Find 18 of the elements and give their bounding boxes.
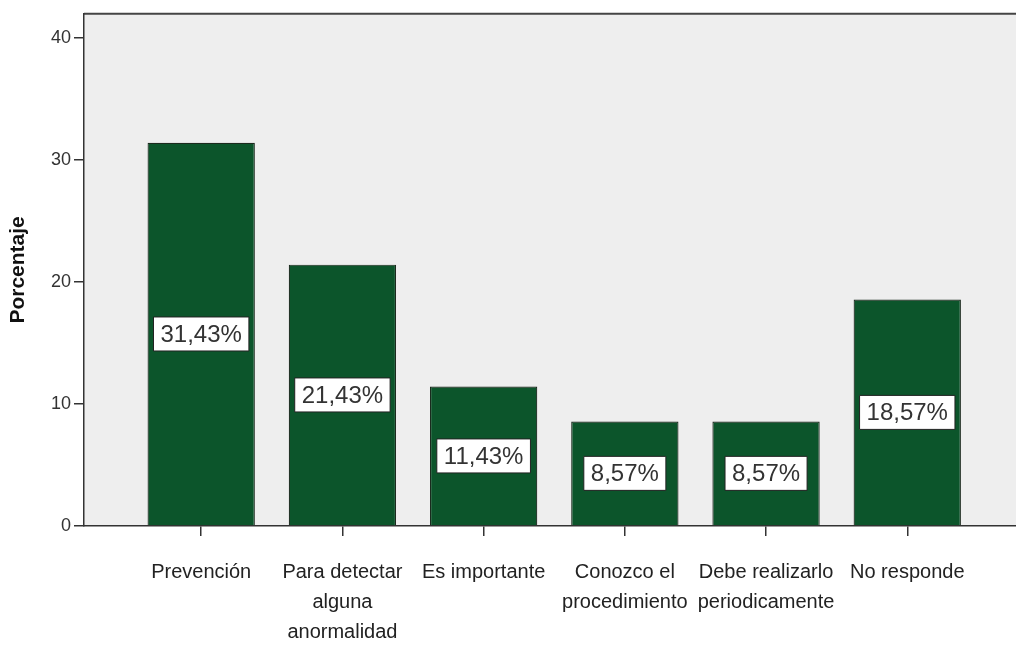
y-tick-label: 30: [50, 149, 71, 170]
x-tick-label: Es importante: [421, 559, 546, 582]
y-tick-label: 20: [50, 271, 71, 292]
data-label: 8,57%: [590, 458, 659, 486]
y-tick-label: 40: [50, 27, 71, 48]
data-label: 21,43%: [301, 380, 384, 408]
data-label: 11,43%: [443, 441, 524, 469]
y-tick-label: 10: [50, 393, 71, 414]
x-tick-label: Prevención: [151, 559, 252, 582]
data-label: 31,43%: [160, 319, 242, 347]
y-axis-title: Porcentaje: [5, 216, 29, 324]
x-tick-label: Para detectar alguna anormalidad: [282, 559, 403, 642]
y-tick-label: 0: [60, 514, 71, 535]
data-label: 18,57%: [866, 398, 948, 426]
x-tick-label: No responde: [850, 559, 965, 582]
x-tick-label: Debe realizarlo periodicamente: [697, 559, 835, 612]
data-label: 8,57%: [732, 458, 801, 486]
x-tick-label: Conozco el procedimiento: [562, 559, 688, 612]
